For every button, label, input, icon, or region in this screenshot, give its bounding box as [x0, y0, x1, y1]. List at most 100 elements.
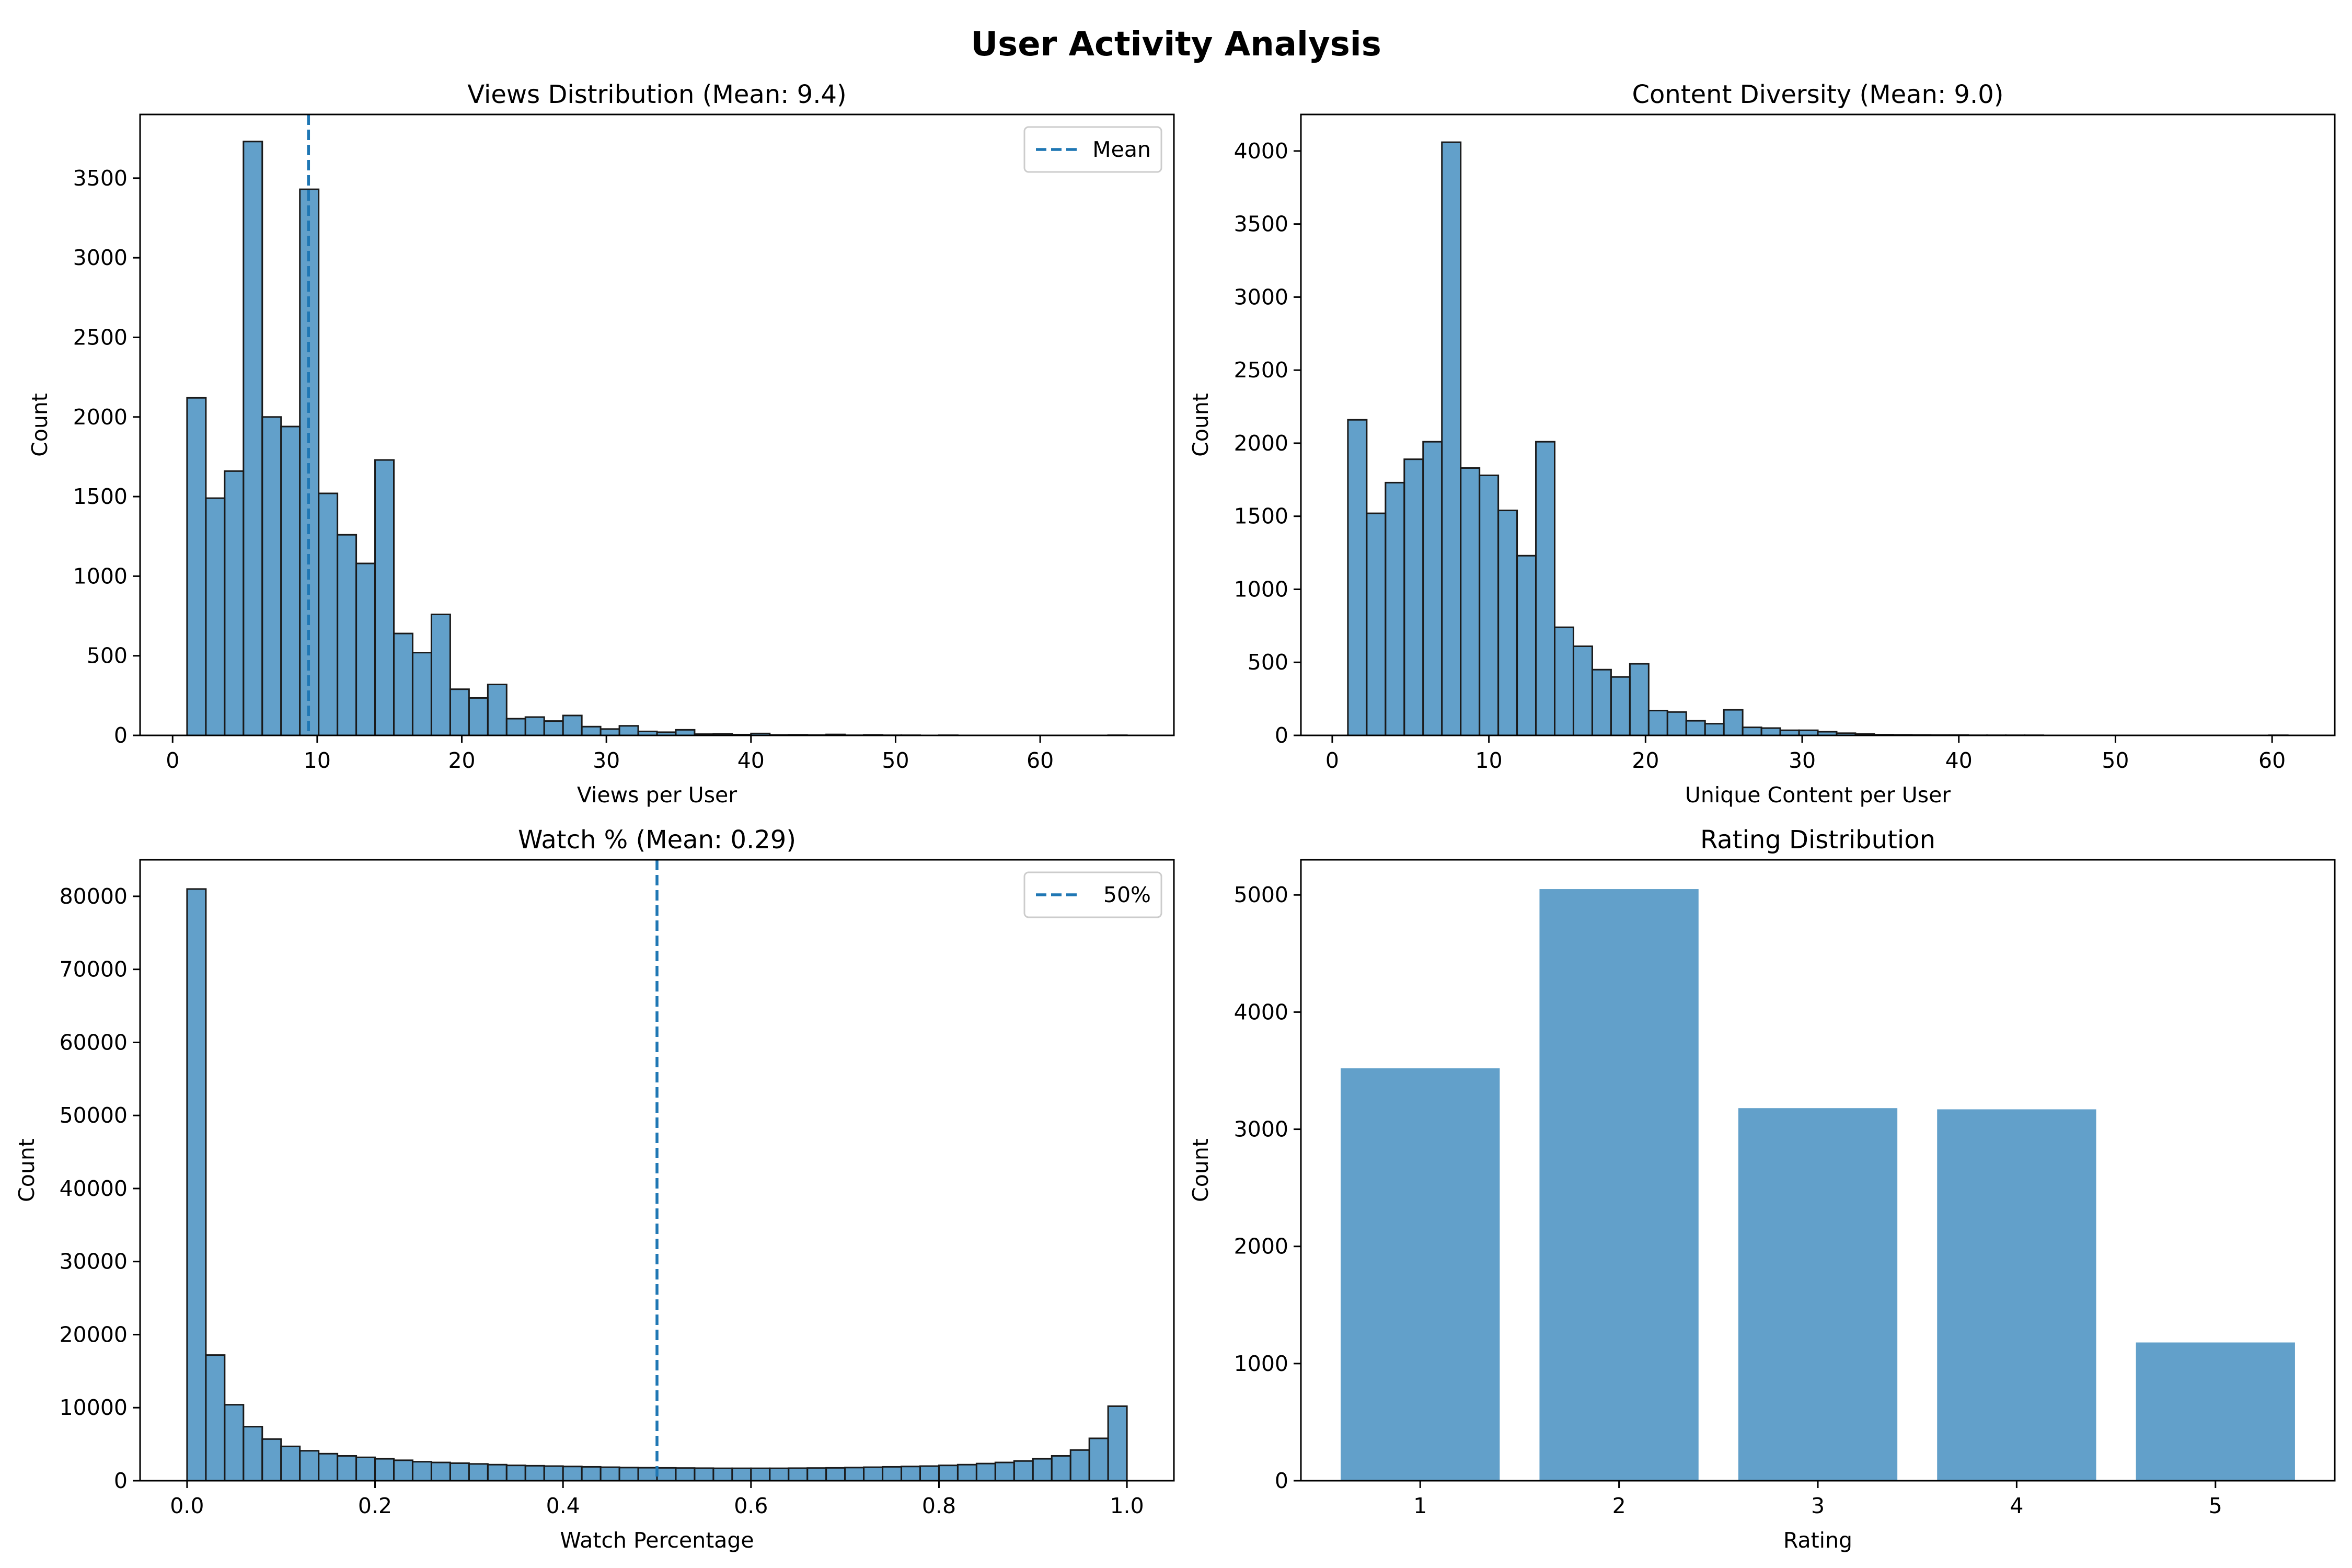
histogram-bar — [505, 718, 526, 736]
legend-frame — [1023, 126, 1162, 173]
histogram-bar — [261, 416, 282, 736]
legend: 50% — [1023, 871, 1162, 918]
x-tick-label: 10 — [304, 748, 331, 773]
x-tick-label: 20 — [1632, 748, 1659, 773]
histogram-bar — [618, 725, 639, 736]
y-tick-label: 1500 — [73, 484, 128, 509]
histogram-bar — [505, 1465, 526, 1482]
y-tick-label: 2500 — [73, 325, 128, 350]
y-axis-label: Count — [14, 1138, 39, 1202]
x-tick-label: 10 — [1475, 748, 1503, 773]
histogram-bar — [656, 1467, 677, 1482]
histogram-bar — [205, 497, 226, 736]
panel-title: Rating Distribution — [1700, 825, 1935, 855]
histogram-bar — [919, 1465, 940, 1482]
x-axis-label: Rating — [1783, 1528, 1852, 1553]
histogram-bar — [318, 1452, 339, 1482]
panel-title: Content Diversity (Mean: 9.0) — [1632, 80, 2004, 109]
histogram-bar — [1760, 727, 1781, 736]
histogram-bar — [1403, 458, 1424, 736]
histogram-bar — [788, 1467, 809, 1482]
histogram-bar — [975, 1462, 996, 1482]
histogram-bar — [956, 1463, 977, 1482]
histogram-bar — [1629, 663, 1650, 736]
y-tick-label: 4000 — [1234, 139, 1288, 164]
bar — [2136, 1342, 2295, 1481]
bar — [1341, 1068, 1500, 1481]
content-diversity-histogram-panel: Content Diversity (Mean: 9.0) 0 10 20 30 40 50… — [1188, 80, 2336, 808]
histogram-bar — [337, 1455, 358, 1482]
histogram-bar — [1366, 512, 1387, 736]
x-axis-label: Watch Percentage — [560, 1528, 754, 1553]
histogram-bar — [280, 1445, 301, 1482]
histogram-bar — [543, 720, 564, 736]
histogram-bar — [731, 1467, 752, 1482]
y-tick-label: 4000 — [1234, 999, 1288, 1024]
y-tick-label: 60000 — [60, 1030, 128, 1055]
x-tick-label: 0.2 — [358, 1493, 392, 1518]
y-axis-label: Count — [1188, 1138, 1213, 1202]
histogram-bar — [1554, 626, 1574, 736]
x-tick-label: 3 — [1811, 1493, 1825, 1518]
y-axis-label: Count — [1188, 393, 1213, 457]
histogram-bar — [1107, 1405, 1128, 1482]
histogram-bar — [825, 1467, 846, 1482]
x-tick-label: 60 — [2258, 748, 2286, 773]
histogram-bar — [524, 716, 545, 736]
histogram-bar — [1647, 709, 1668, 736]
bar — [1539, 889, 1699, 1481]
y-tick-label: 1500 — [1234, 504, 1288, 529]
histogram-bar — [844, 1467, 865, 1482]
x-tick-label: 40 — [737, 748, 765, 773]
histogram-bar — [430, 613, 451, 736]
panel-title: Watch % (Mean: 0.29) — [518, 825, 796, 855]
histogram-bar — [901, 1466, 921, 1482]
histogram-bar — [863, 1466, 884, 1482]
x-tick-label: 2 — [1612, 1493, 1626, 1518]
y-tick-label: 2500 — [1234, 358, 1288, 383]
axes-frame — [139, 859, 1175, 1482]
histogram-bar — [449, 1462, 470, 1482]
histogram-bar — [1088, 1437, 1109, 1482]
y-tick-label: 70000 — [60, 957, 128, 982]
x-tick-label: 5 — [2209, 1493, 2222, 1518]
x-tick-label: 0.4 — [546, 1493, 580, 1518]
histogram-bar — [1742, 727, 1762, 736]
histogram-bar — [468, 697, 489, 736]
y-tick-label: 2000 — [1234, 1234, 1288, 1259]
x-tick-label: 0.6 — [734, 1493, 768, 1518]
histogram-bar — [1497, 510, 1518, 736]
x-tick-label: 0 — [1325, 748, 1339, 773]
y-tick-label: 3500 — [1234, 212, 1288, 237]
histogram-bar — [712, 1467, 733, 1482]
views-histogram-panel: Views Distribution (Mean: 9.4) 0 10 20 30 40 5… — [27, 80, 1175, 808]
x-tick-label: 30 — [593, 748, 620, 773]
histogram-bar — [938, 1465, 959, 1482]
x-tick-label: 1 — [1413, 1493, 1427, 1518]
axes-frame — [1300, 113, 2336, 736]
histogram-bar — [280, 425, 301, 736]
histogram-bar — [994, 1461, 1015, 1482]
bar — [1738, 1108, 1898, 1481]
histogram-bar — [750, 1467, 771, 1482]
histogram-bar — [581, 1466, 602, 1482]
histogram-bar — [882, 1466, 903, 1482]
histogram-bar — [1032, 1458, 1053, 1482]
histogram-bar — [374, 459, 395, 736]
histogram-bar — [487, 1463, 508, 1482]
histogram-bar — [243, 1426, 263, 1482]
histogram-bar — [261, 1438, 282, 1482]
histogram-bar — [1347, 419, 1368, 736]
x-tick-label: 20 — [448, 748, 475, 773]
histogram-bar — [1666, 711, 1687, 736]
histogram-bar — [1723, 709, 1744, 736]
histogram-bar — [243, 141, 263, 736]
x-tick-label: 30 — [1789, 748, 1816, 773]
y-tick-label: 5000 — [1234, 882, 1288, 907]
histogram-bar — [562, 1466, 583, 1482]
y-tick-label: 40000 — [60, 1176, 128, 1201]
histogram-bar — [1460, 467, 1481, 736]
histogram-bar — [1441, 141, 1462, 736]
histogram-bar — [1685, 720, 1706, 736]
x-tick-label: 60 — [1027, 748, 1054, 773]
